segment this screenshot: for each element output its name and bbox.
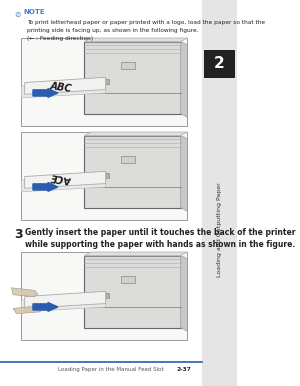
Text: 2-37: 2-37 bbox=[176, 367, 191, 372]
Polygon shape bbox=[11, 288, 38, 296]
FancyArrow shape bbox=[33, 183, 58, 191]
Text: (← : Feeding direction): (← : Feeding direction) bbox=[27, 36, 93, 41]
Text: while supporting the paper with hands as shown in the figure.: while supporting the paper with hands as… bbox=[25, 240, 296, 249]
Bar bbox=[121, 276, 134, 283]
FancyArrow shape bbox=[33, 303, 58, 312]
Text: 2: 2 bbox=[214, 56, 225, 71]
Bar bbox=[84, 256, 181, 328]
Bar bbox=[84, 42, 181, 114]
Text: NOTE: NOTE bbox=[24, 9, 45, 15]
Bar bbox=[84, 79, 109, 84]
Text: 3: 3 bbox=[14, 228, 23, 241]
Bar bbox=[204, 50, 235, 78]
Text: ABC: ABC bbox=[50, 81, 73, 94]
Text: Gently insert the paper until it touches the back of the printer: Gently insert the paper until it touches… bbox=[25, 228, 296, 237]
Polygon shape bbox=[13, 306, 43, 314]
Bar bbox=[21, 252, 188, 340]
Polygon shape bbox=[21, 173, 106, 192]
Polygon shape bbox=[84, 38, 188, 42]
Polygon shape bbox=[181, 42, 188, 117]
Bar bbox=[21, 38, 188, 126]
Text: printing side is facing up, as shown in the following figure.: printing side is facing up, as shown in … bbox=[27, 28, 199, 33]
Polygon shape bbox=[181, 135, 188, 211]
Text: ƎƆ∀: ƎƆ∀ bbox=[50, 175, 72, 188]
Bar bbox=[84, 135, 181, 208]
Bar bbox=[21, 132, 188, 220]
Text: Loading and Outputting Paper: Loading and Outputting Paper bbox=[217, 183, 221, 278]
Polygon shape bbox=[84, 252, 188, 256]
Bar bbox=[121, 62, 134, 69]
Polygon shape bbox=[21, 79, 106, 98]
Bar bbox=[84, 293, 109, 298]
Bar bbox=[84, 173, 109, 178]
Polygon shape bbox=[25, 171, 106, 188]
Text: Loading Paper in the Manual Feed Slot: Loading Paper in the Manual Feed Slot bbox=[58, 367, 164, 372]
FancyArrow shape bbox=[33, 88, 58, 97]
Text: To print letterhead paper or paper printed with a logo, load the paper so that t: To print letterhead paper or paper print… bbox=[27, 20, 265, 25]
Bar bbox=[202, 0, 237, 386]
Polygon shape bbox=[21, 293, 106, 312]
Polygon shape bbox=[25, 291, 106, 308]
Bar bbox=[121, 156, 134, 163]
Text: ⊘: ⊘ bbox=[14, 10, 21, 19]
Polygon shape bbox=[181, 256, 188, 331]
Polygon shape bbox=[25, 77, 106, 94]
Polygon shape bbox=[84, 132, 188, 135]
